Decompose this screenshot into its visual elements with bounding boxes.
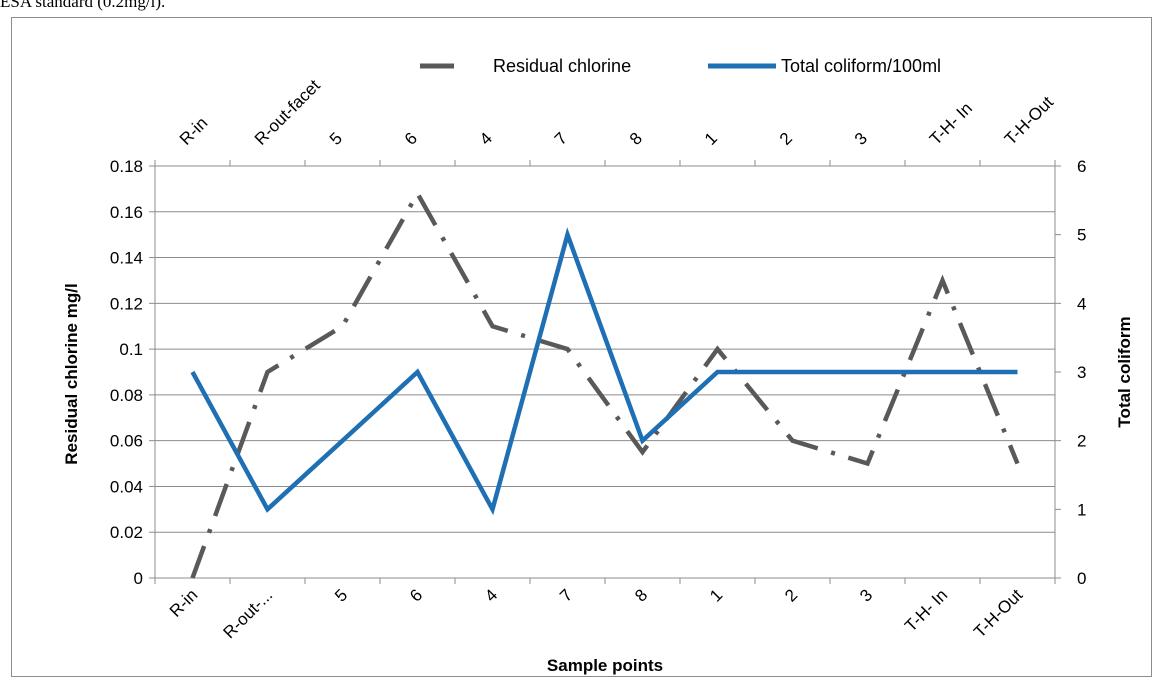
top-category-label: 6 <box>401 129 421 149</box>
right-tick-label: 1 <box>1077 500 1086 519</box>
top-category-label: R-in <box>176 113 211 148</box>
top-category-label: T-H- In <box>926 99 976 149</box>
bottom-category-label: 1 <box>706 585 726 605</box>
left-tick-label: 0.16 <box>110 203 143 222</box>
bottom-category-label: R-in <box>166 585 201 620</box>
legend: Residual chlorine Total coliform/100ml <box>420 56 941 76</box>
right-tick-label: 2 <box>1077 432 1086 451</box>
bottom-category-label: 2 <box>781 585 801 605</box>
right-tick-label: 4 <box>1077 294 1086 313</box>
bottom-category-label: 7 <box>556 585 576 605</box>
left-tick-label: 0.08 <box>110 386 143 405</box>
series-layer <box>190 188 1020 579</box>
legend-label: Residual chlorine <box>493 56 631 76</box>
axes <box>149 160 1061 584</box>
left-tick-label: 0.14 <box>110 249 143 268</box>
y-axis-title: Residual chlorine mg/l <box>62 283 81 464</box>
right-tick-label: 0 <box>1077 569 1086 588</box>
left-tick-label: 0.06 <box>110 432 143 451</box>
bottom-category-label: T-H- In <box>901 585 951 635</box>
top-category-label: 8 <box>626 129 646 149</box>
left-tick-label: 0 <box>134 569 143 588</box>
top-category-label: 5 <box>326 129 346 149</box>
bottom-category-label: 8 <box>631 585 651 605</box>
top-category-label: 7 <box>551 129 571 149</box>
figure-caption: ESA standard (0.2mg/l). <box>0 0 166 11</box>
y2-axis-title: Total coliform <box>1115 316 1134 427</box>
top-category-label: 2 <box>776 129 796 149</box>
top-category-label: 4 <box>476 129 496 149</box>
series-line-residual-chlorine <box>190 188 1020 579</box>
bottom-category-label: T-H-Out <box>970 585 1026 641</box>
bottom-category-label: 5 <box>331 585 351 605</box>
top-category-label: T-H-Out <box>1001 92 1057 148</box>
top-category-label: 3 <box>851 129 871 149</box>
right-tick-label: 5 <box>1077 226 1086 245</box>
bottom-category-label: R-out-... <box>219 585 276 642</box>
left-tick-label: 0.04 <box>110 477 143 496</box>
x-axis-title: Sample points <box>547 656 663 675</box>
bottom-category-label: 4 <box>481 585 501 605</box>
right-tick-label: 3 <box>1077 363 1086 382</box>
left-tick-label: 0.1 <box>119 340 143 359</box>
bottom-category-label: 3 <box>856 585 876 605</box>
top-category-label: R-out-facet <box>251 76 324 149</box>
left-tick-label: 0.12 <box>110 294 143 313</box>
left-tick-label: 0.18 <box>110 157 143 176</box>
left-tick-label: 0.02 <box>110 523 143 542</box>
chart-frame <box>11 17 1152 677</box>
bottom-category-label: 6 <box>406 585 426 605</box>
right-tick-label: 6 <box>1077 157 1086 176</box>
series-line-total-coliform-100ml <box>190 227 1018 516</box>
legend-label: Total coliform/100ml <box>781 56 941 76</box>
top-category-label: 1 <box>701 129 721 149</box>
